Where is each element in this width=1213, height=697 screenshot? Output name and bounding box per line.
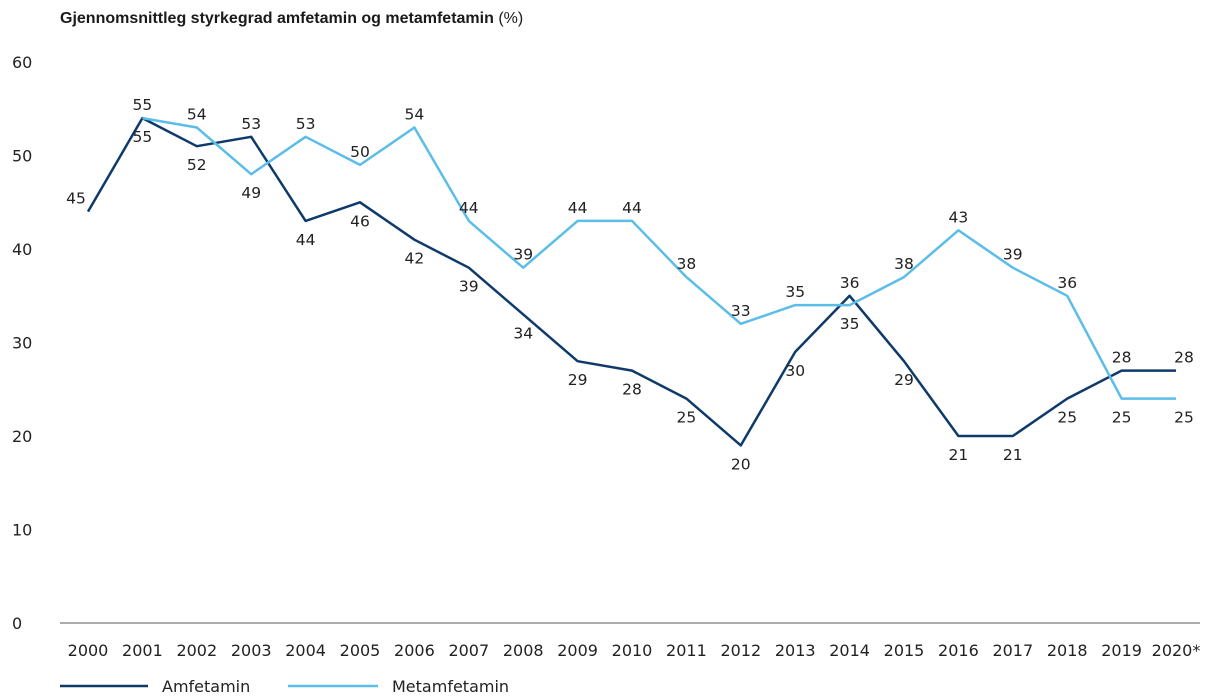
x-tick-label: 2014	[829, 641, 870, 660]
x-tick-label: 2007	[448, 641, 489, 660]
x-tick-label: 2004	[285, 641, 326, 660]
y-tick-label: 30	[12, 334, 32, 353]
x-axis: 2000 2001 2002 2003 2004 2005 2006 2007 2008 2009…	[60, 622, 1201, 660]
data-label: 54	[187, 105, 207, 123]
data-label: 20	[731, 455, 751, 473]
data-label: 50	[350, 143, 370, 161]
data-labels: 45 55 55 54 52 53 49 53 44 50 46 54 42 44 39 39 34 44 29 44…	[66, 96, 1194, 473]
x-tick-label: 2006	[394, 641, 435, 660]
data-label: 35	[840, 315, 860, 333]
x-tick-label: 2016	[938, 641, 979, 660]
series-line-metamfetamin	[142, 116, 1176, 400]
data-label: 35	[785, 283, 805, 301]
x-tick-label: 2005	[340, 641, 381, 660]
x-tick-label: 2018	[1047, 641, 1088, 660]
y-tick-label: 40	[12, 240, 32, 259]
y-tick-label: 0	[12, 614, 22, 633]
data-label: 36	[1057, 274, 1077, 292]
y-tick-label: 20	[12, 427, 32, 446]
x-tick-label: 2017	[992, 641, 1033, 660]
x-tick-label: 2008	[503, 641, 544, 660]
data-label: 42	[405, 250, 425, 268]
y-tick-label: 50	[12, 147, 32, 166]
data-label: 53	[296, 115, 316, 133]
x-tick-label: 2003	[231, 641, 272, 660]
x-tick-label: 2015	[884, 641, 925, 660]
data-label: 29	[894, 371, 914, 389]
data-label: 21	[949, 446, 969, 464]
data-label: 44	[568, 199, 588, 217]
data-label: 39	[459, 278, 479, 296]
legend: Amfetamin Metamfetamin	[60, 677, 509, 696]
data-label: 25	[677, 409, 697, 427]
data-label: 29	[568, 371, 588, 389]
x-tick-label: 2013	[775, 641, 816, 660]
legend-label-metamfetamin: Metamfetamin	[392, 677, 509, 696]
x-tick-label: 2009	[557, 641, 598, 660]
x-tick-label: 2002	[176, 641, 217, 660]
data-label: 38	[894, 255, 914, 273]
data-label: 25	[1057, 409, 1077, 427]
chart-title-text: Gjennomsnittleg styrkegrad amfetamin og …	[60, 10, 494, 27]
data-label: 43	[949, 208, 969, 226]
data-label: 44	[459, 199, 479, 217]
data-label: 33	[731, 302, 751, 320]
data-label: 34	[513, 324, 533, 342]
data-label: 46	[350, 212, 370, 230]
x-tick-label: 2011	[666, 641, 707, 660]
x-tick-label: 2020*	[1152, 641, 1201, 660]
data-label: 53	[241, 115, 261, 133]
data-label: 54	[405, 105, 425, 123]
x-tick-label: 2012	[720, 641, 761, 660]
data-label: 45	[66, 190, 86, 208]
data-label: 25	[1174, 409, 1194, 427]
x-tick-label: 2000	[68, 641, 109, 660]
data-label: 52	[187, 156, 207, 174]
chart-title: Gjennomsnittleg styrkegrad amfetamin og …	[60, 10, 523, 28]
data-label: 28	[622, 381, 642, 399]
data-label: 28	[1112, 349, 1132, 367]
data-label: 39	[513, 246, 533, 264]
y-tick-label: 10	[12, 521, 32, 540]
y-tick-label: 60	[12, 53, 32, 72]
data-label: 36	[840, 274, 860, 292]
chart-title-unit: (%)	[498, 10, 524, 27]
legend-label-amfetamin: Amfetamin	[162, 677, 250, 696]
data-label: 55	[133, 128, 153, 146]
series-line-amfetamin	[86, 116, 1176, 447]
data-label: 55	[133, 96, 153, 114]
data-label: 39	[1003, 246, 1023, 264]
data-label: 28	[1174, 349, 1194, 367]
data-label: 30	[785, 362, 805, 380]
x-tick-label: 2019	[1101, 641, 1142, 660]
data-label: 49	[241, 184, 261, 202]
y-axis: 0 10 20 30 40 50 60	[12, 53, 32, 633]
x-tick-label: 2001	[122, 641, 163, 660]
series-layer	[86, 116, 1176, 447]
data-label: 44	[296, 231, 316, 249]
data-label: 38	[677, 255, 697, 273]
data-label: 25	[1112, 409, 1132, 427]
data-label: 21	[1003, 446, 1023, 464]
x-tick-label: 2010	[612, 641, 653, 660]
data-label: 44	[622, 199, 642, 217]
